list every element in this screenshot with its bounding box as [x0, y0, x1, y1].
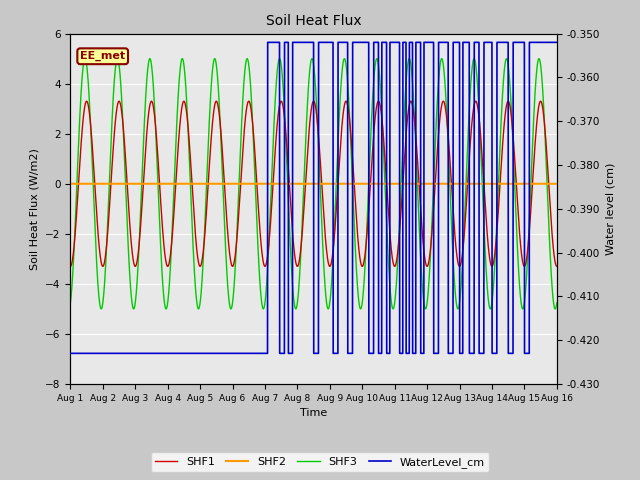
Legend: SHF1, SHF2, SHF3, WaterLevel_cm: SHF1, SHF2, SHF3, WaterLevel_cm — [151, 452, 489, 472]
SHF1 — [364, 218, 372, 224]
WaterLevel_cm — [67, 350, 74, 356]
SHF3 — [545, 221, 552, 227]
SHF3 — [95, 287, 102, 292]
SHF2 — [553, 181, 561, 187]
SHF3 — [196, 297, 204, 302]
SHF2 — [371, 181, 379, 187]
WaterLevel_cm — [264, 39, 271, 45]
WaterLevel_cm — [545, 39, 552, 45]
SHF1 — [553, 264, 561, 269]
SHF2 — [451, 181, 458, 187]
SHF1 — [371, 115, 379, 121]
X-axis label: Time: Time — [300, 408, 327, 418]
SHF3 — [371, 63, 379, 69]
Line: SHF1: SHF1 — [70, 101, 557, 266]
SHF1 — [67, 264, 74, 269]
Line: WaterLevel_cm: WaterLevel_cm — [70, 42, 557, 353]
Y-axis label: Water level (cm): Water level (cm) — [605, 163, 616, 255]
WaterLevel_cm — [553, 39, 561, 45]
Y-axis label: Soil Heat Flux (W/m2): Soil Heat Flux (W/m2) — [29, 148, 40, 270]
SHF1 — [95, 234, 102, 240]
Text: EE_met: EE_met — [80, 51, 125, 61]
WaterLevel_cm — [364, 39, 372, 45]
SHF3 — [67, 300, 74, 306]
WaterLevel_cm — [196, 350, 204, 356]
SHF1 — [451, 225, 458, 231]
SHF3 — [451, 277, 458, 283]
SHF2 — [364, 181, 372, 187]
SHF1 — [196, 263, 204, 269]
Line: SHF3: SHF3 — [70, 59, 557, 309]
SHF2 — [545, 181, 552, 187]
WaterLevel_cm — [371, 39, 379, 45]
SHF1 — [545, 182, 552, 188]
WaterLevel_cm — [94, 350, 102, 356]
SHF2 — [67, 181, 74, 187]
SHF3 — [364, 200, 372, 205]
Title: Soil Heat Flux: Soil Heat Flux — [266, 14, 362, 28]
SHF3 — [551, 306, 559, 312]
SHF2 — [196, 181, 204, 187]
SHF1 — [83, 98, 90, 104]
SHF3 — [81, 56, 89, 61]
SHF3 — [553, 300, 561, 306]
WaterLevel_cm — [451, 39, 458, 45]
SHF2 — [94, 181, 102, 187]
